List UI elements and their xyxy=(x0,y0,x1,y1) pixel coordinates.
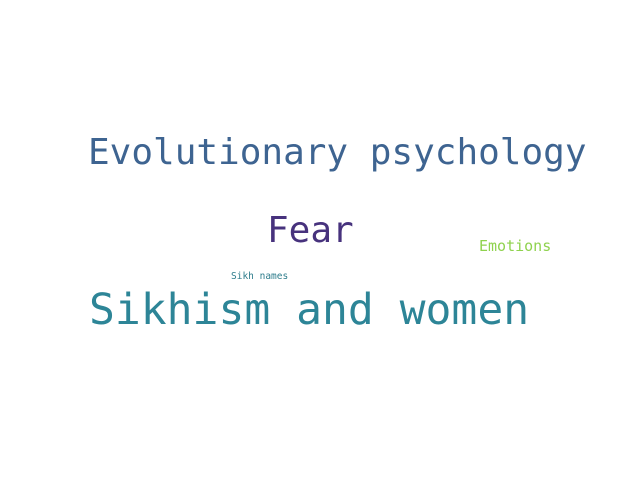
word-sikh-names: Sikh names xyxy=(231,271,289,282)
word-evolutionary-psychology: Evolutionary psychology xyxy=(88,132,587,173)
word-emotions: Emotions xyxy=(479,237,552,255)
word-fear: Fear xyxy=(267,210,354,251)
word-sikhism-and-women: Sikhism and women xyxy=(89,285,530,335)
